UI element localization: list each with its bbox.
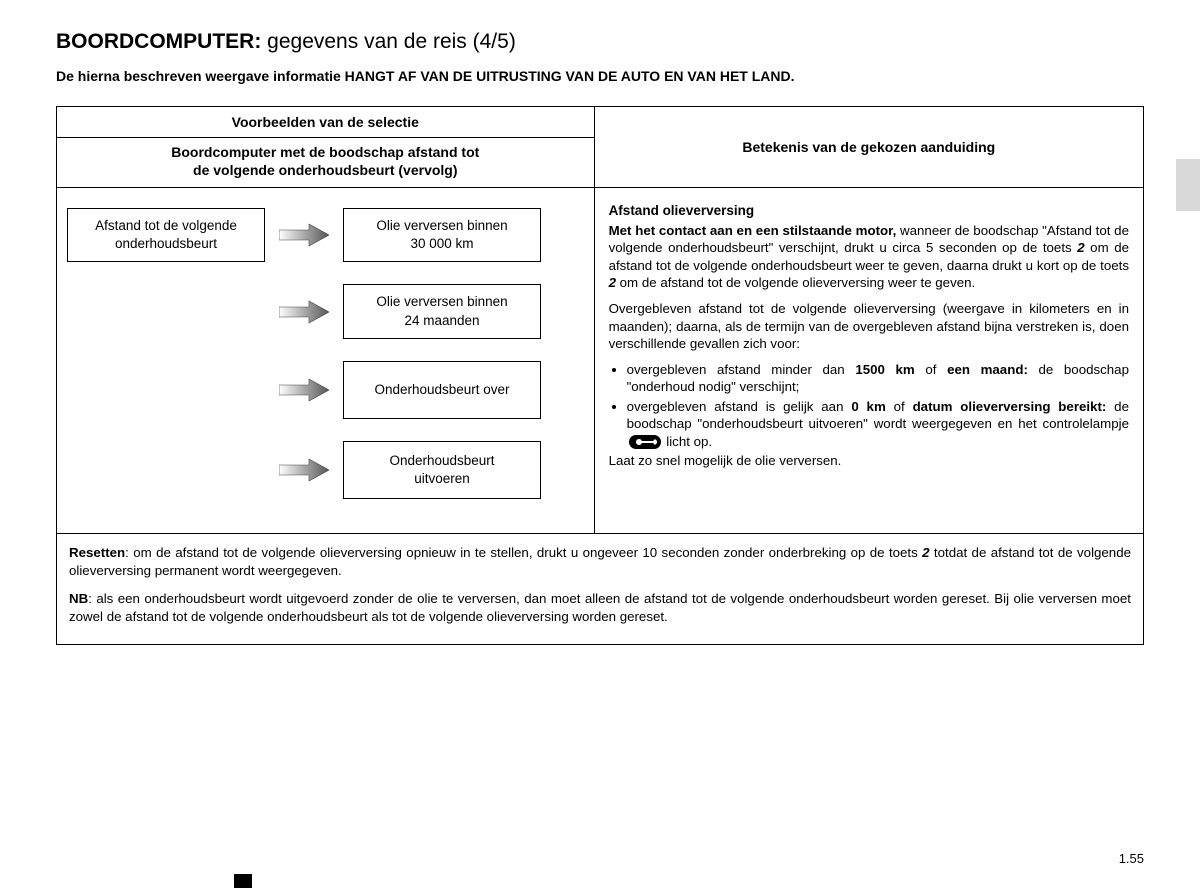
paragraph: Resetten: om de afstand tot de volgende … [69,544,1131,580]
diagram-row: Olie verversen binnen 24 maanden [67,284,582,338]
explanation-text: Afstand olieverversing Met het contact a… [595,188,1143,492]
content-table: Voorbeelden van de selectie Boordcompute… [56,106,1144,645]
arrow-icon [265,222,343,248]
paragraph: Met het contact aan en een stilstaande m… [609,222,1129,292]
display-box: Olie verversen binnen 30 000 km [343,208,541,262]
page-number: 1.55 [1119,851,1144,866]
title-rest: gegevens van de reis (4/5) [261,30,515,53]
header-right: Betekenis van de gekozen aanduiding [595,107,1143,188]
diagram-row: Onderhoudsbeurt over [67,361,582,419]
display-box: Olie verversen binnen 24 maanden [343,284,541,338]
list-item: overgebleven afstand is gelijk aan 0 km … [627,398,1129,451]
paragraph: Overgebleven afstand tot de volgende oli… [609,300,1129,353]
section-heading: Afstand olieverversing [609,202,1129,220]
thumb-tab [1176,159,1200,211]
header-left-sub: Boordcomputer met de boodschap afstand t… [57,138,594,188]
wrench-icon [629,435,661,449]
paragraph: Laat zo snel mogelijk de olie verversen. [609,452,1129,470]
page-title: BOORDCOMPUTER: gegevens van de reis (4/5… [56,30,1144,54]
arrow-icon [265,377,343,403]
arrow-icon [265,457,343,483]
paragraph: NB: als een onderhoudsbeurt wordt uitgev… [69,590,1131,626]
display-box: Afstand tot de volgende onderhoudsbeurt [67,208,265,262]
display-box: Onderhoudsbeurt uitvoeren [343,441,541,499]
arrow-icon [265,299,343,325]
bullet-list: overgebleven afstand minder dan 1500 km … [609,361,1129,451]
footer-notes: Resetten: om de afstand tot de volgende … [57,533,1143,644]
crop-mark [234,874,252,888]
subtitle: De hierna beschreven weergave informatie… [56,68,1144,84]
header-left-top: Voorbeelden van de selectie [57,107,594,138]
list-item: overgebleven afstand minder dan 1500 km … [627,361,1129,396]
diagram-row: Afstand tot de volgende onderhoudsbeurt … [67,208,582,262]
diagram-row: Onderhoudsbeurt uitvoeren [67,441,582,499]
title-bold: BOORDCOMPUTER: [56,30,261,53]
display-box: Onderhoudsbeurt over [343,361,541,419]
diagram-area: Afstand tot de volgende onderhoudsbeurt … [57,188,594,533]
